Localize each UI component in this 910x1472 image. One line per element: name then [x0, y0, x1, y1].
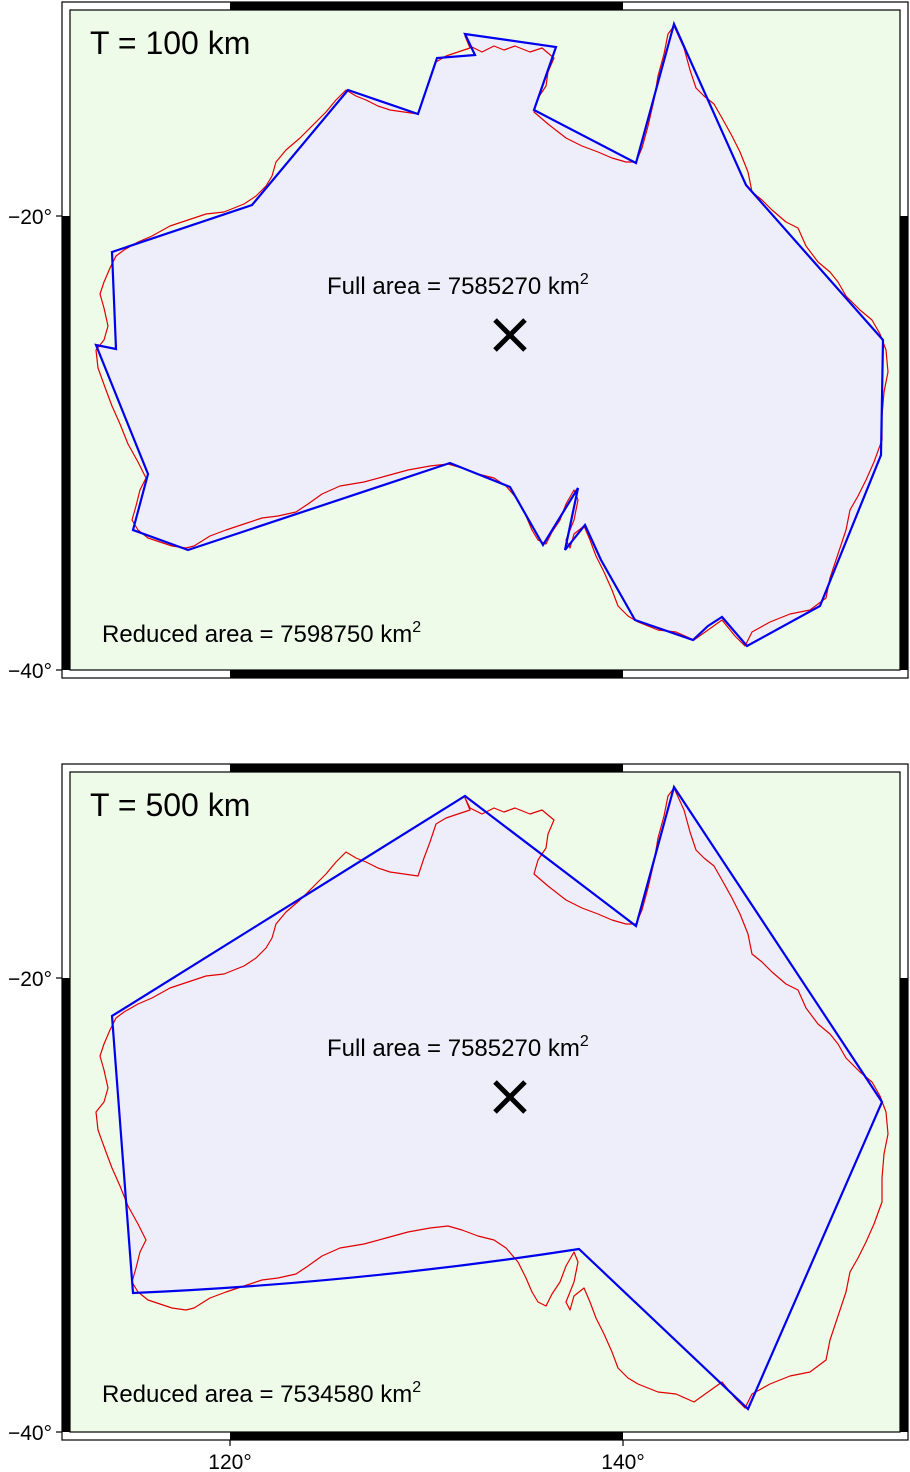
panel-t500: T = 500 km Full area = 7585270 km2 Reduc… — [8, 763, 909, 1472]
reduced-polygon-fill — [112, 787, 882, 1409]
reduced-area-label: Reduced area = 7534580 km — [102, 1381, 412, 1408]
reduced-polygon-fill — [96, 24, 883, 646]
reduced-polygon-outline — [110, 784, 884, 1411]
x-mark-icon — [493, 318, 527, 352]
svg-text:Reduced area = 7534580 km2: Reduced area = 7534580 km2 — [102, 1379, 421, 1408]
lat-tick-label: −40° — [8, 660, 52, 683]
svg-text:Full area = 7585270 km2: Full area = 7585270 km2 — [327, 1033, 589, 1062]
full-area-label: Full area = 7585270 km — [327, 1035, 580, 1062]
reduced-polygon-outline — [94, 20, 885, 648]
lat-tick-label: −40° — [8, 1422, 52, 1445]
lon-tick-label: 140° — [601, 1451, 644, 1472]
panel-title: T = 100 km — [90, 25, 250, 61]
full-area-unit-exponent: 2 — [580, 1033, 589, 1050]
map-frame — [56, 1, 909, 679]
coastline — [95, 787, 889, 1409]
full-area-label: Full area = 7585270 km — [327, 273, 580, 300]
map-frame — [56, 763, 909, 1446]
x-mark-icon — [493, 1080, 527, 1114]
svg-text:Reduced area = 7598750 km2: Reduced area = 7598750 km2 — [102, 619, 421, 648]
lat-tick-label: −20° — [8, 968, 52, 991]
lat-tick-label: −20° — [8, 206, 52, 229]
panel-t100: T = 100 km Full area = 7585270 km2 Reduc… — [8, 1, 909, 683]
lon-tick-label: 120° — [208, 1451, 251, 1472]
full-area-unit-exponent: 2 — [580, 271, 589, 288]
svg-text:Full area = 7585270 km2: Full area = 7585270 km2 — [327, 271, 589, 300]
reduced-area-unit-exponent: 2 — [412, 1379, 421, 1396]
reduced-area-label: Reduced area = 7598750 km — [102, 621, 412, 648]
reduced-area-unit-exponent: 2 — [412, 619, 421, 636]
panel-title: T = 500 km — [90, 787, 250, 823]
